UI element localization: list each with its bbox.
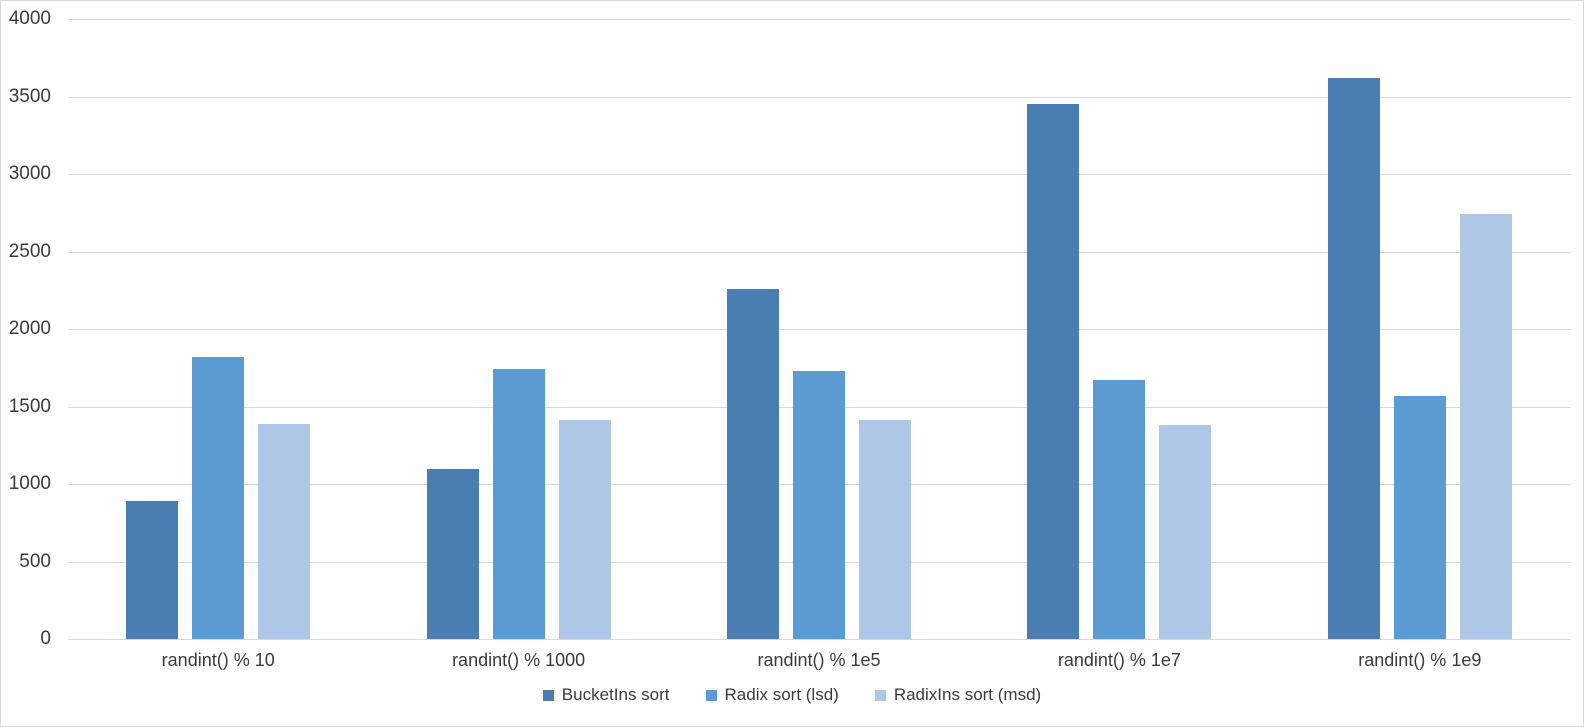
y-tick-label: 3000 bbox=[8, 163, 51, 184]
x-category-label: randint() % 1e5 bbox=[757, 650, 881, 670]
bar bbox=[859, 420, 912, 639]
y-tick-label: 4000 bbox=[8, 8, 51, 29]
legend-item: RadixIns sort (msd) bbox=[874, 685, 1042, 705]
bar-group bbox=[368, 19, 668, 639]
x-category-label: randint() % 10 bbox=[161, 650, 275, 670]
bar-group bbox=[1270, 19, 1570, 639]
bar bbox=[192, 356, 245, 639]
legend-label: RadixIns sort (msd) bbox=[893, 685, 1042, 704]
bar-group bbox=[669, 19, 969, 639]
x-category-label: randint() % 1000 bbox=[452, 650, 586, 670]
x-axis-labels: randint() % 10 randint() % 1000 randint() … bbox=[68, 648, 1570, 672]
legend-label: BucketIns sort bbox=[561, 685, 670, 704]
y-tick-label: 1500 bbox=[8, 395, 51, 417]
y-tick-label: 3500 bbox=[8, 85, 51, 107]
bar bbox=[727, 288, 780, 639]
y-tick-label: 500 bbox=[19, 550, 51, 572]
bar bbox=[1093, 380, 1146, 639]
bar bbox=[492, 369, 545, 639]
gridline bbox=[68, 174, 1570, 175]
legend: BucketIns sort Radix sort (lsd) RadixIns s… bbox=[1, 685, 1583, 705]
bar-groups bbox=[68, 19, 1570, 639]
gridline bbox=[68, 639, 1570, 640]
legend-item: BucketIns sort bbox=[542, 685, 670, 705]
bar bbox=[558, 420, 611, 639]
bar bbox=[793, 370, 846, 639]
bar bbox=[258, 423, 311, 639]
bar-group bbox=[68, 19, 368, 639]
gridline bbox=[68, 251, 1570, 253]
bar bbox=[426, 468, 479, 639]
bar bbox=[1327, 77, 1380, 639]
x-category-label: randint() % 1e9 bbox=[1358, 650, 1482, 670]
bar bbox=[1393, 395, 1446, 639]
bar bbox=[126, 501, 179, 639]
y-tick-label: 2000 bbox=[8, 318, 51, 339]
gridline bbox=[68, 96, 1570, 98]
bar bbox=[1159, 425, 1212, 639]
gridline bbox=[68, 19, 1570, 20]
legend-label: Radix sort (lsd) bbox=[724, 685, 839, 704]
legend-item: Radix sort (lsd) bbox=[705, 685, 839, 705]
y-tick-label: 2500 bbox=[8, 240, 51, 262]
legend-swatch-icon bbox=[874, 689, 886, 701]
plot-area bbox=[68, 19, 1570, 640]
legend-swatch-icon bbox=[542, 689, 554, 701]
y-tick-label: 1000 bbox=[8, 473, 51, 494]
bar-group bbox=[969, 19, 1269, 639]
x-category-label: randint() % 1e7 bbox=[1057, 650, 1181, 670]
legend-swatch-icon bbox=[705, 689, 717, 701]
bar bbox=[1027, 104, 1080, 639]
bar bbox=[1459, 214, 1512, 639]
y-tick-label: 0 bbox=[40, 628, 51, 649]
gridline bbox=[68, 329, 1570, 330]
